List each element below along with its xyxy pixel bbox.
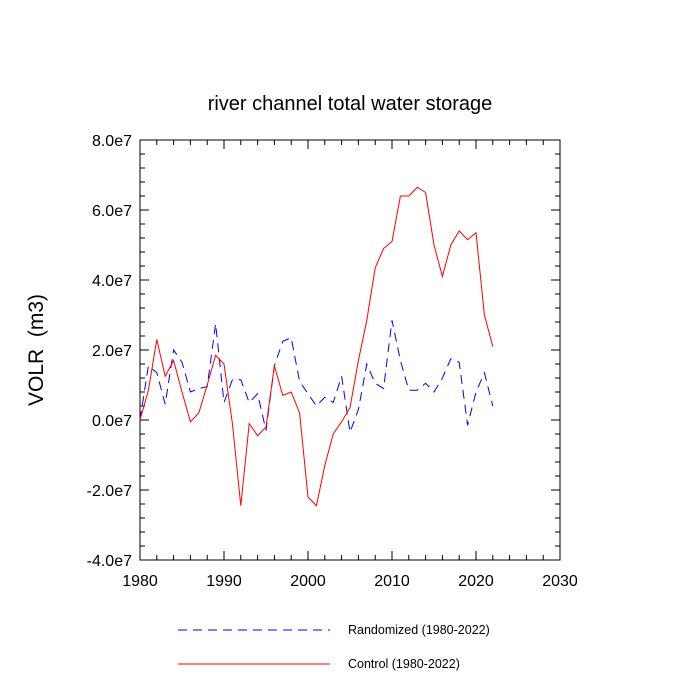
y-axis-label: VOLR (m3) [25, 294, 48, 406]
series-group [139, 186, 494, 507]
y-tick-label: 0.0e7 [92, 413, 132, 430]
legend: Randomized (1980-2022) Control (1980-2022… [178, 623, 490, 671]
chart-title: river channel total water storage [208, 93, 493, 115]
x-tick-label: 2030 [542, 573, 578, 590]
x-tick-label: 2010 [374, 573, 410, 590]
x-tick-label: 1980 [122, 573, 158, 590]
y-tick-label: -2.0e7 [87, 483, 132, 500]
y-tick-label: 4.0e7 [92, 273, 132, 290]
x-tick-label: 2020 [458, 573, 494, 590]
y-tick-label: 8.0e7 [92, 133, 132, 150]
axis-ticks: 1980 1990 2000 2010 2020 2030 -4.0e7 -2.0e7 0.0e… [87, 133, 578, 590]
x-tick-label: 1990 [206, 573, 242, 590]
x-tick-label: 2000 [290, 573, 326, 590]
control-series-line [139, 186, 494, 507]
y-tick-label: 2.0e7 [92, 343, 132, 360]
randomized-series-line [139, 320, 494, 433]
legend-label: Randomized (1980-2022) [348, 623, 490, 637]
legend-label: Control (1980-2022) [348, 657, 460, 671]
plot-frame [139, 139, 561, 561]
y-tick-label: 6.0e7 [92, 203, 132, 220]
y-tick-label: -4.0e7 [87, 553, 132, 570]
